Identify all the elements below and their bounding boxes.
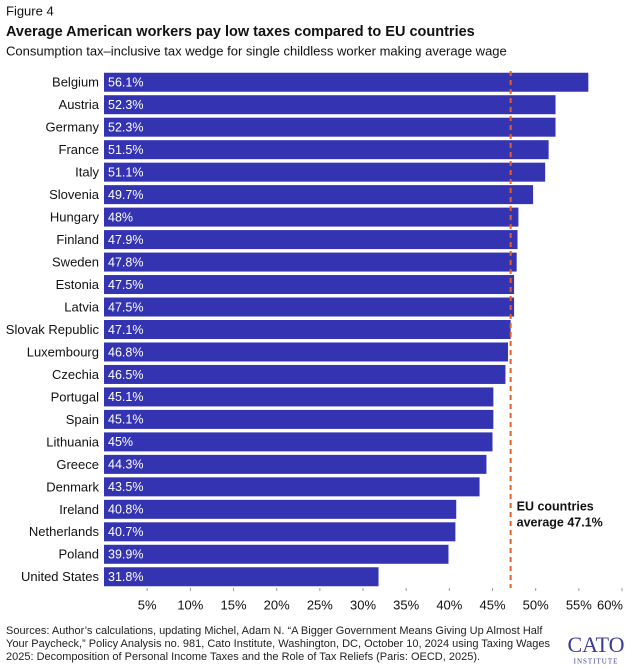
value-label: 52.3% <box>108 98 143 112</box>
source-note: Your Paycheck,” Policy Analysis no. 981,… <box>6 638 550 650</box>
bar <box>104 499 457 519</box>
value-label: 47.5% <box>108 278 143 292</box>
bar <box>104 117 556 137</box>
value-label: 51.5% <box>108 143 143 157</box>
category-label: Slovak Republic <box>6 322 100 337</box>
bar <box>104 522 456 542</box>
bar <box>104 454 487 474</box>
category-label: Austria <box>59 97 100 112</box>
value-label: 47.1% <box>108 323 143 337</box>
bar <box>104 544 449 564</box>
x-tick-label: 20% <box>264 597 290 612</box>
x-tick-label: 40% <box>436 597 462 612</box>
bar <box>104 432 493 452</box>
value-label: 39.9% <box>108 548 143 562</box>
category-label: Spain <box>66 412 99 427</box>
category-label: Latvia <box>64 299 99 314</box>
bar <box>104 477 480 497</box>
bar <box>104 297 515 317</box>
bar <box>104 342 509 362</box>
value-label: 43.5% <box>108 480 143 494</box>
value-label: 45.1% <box>108 413 143 427</box>
bar <box>104 185 534 205</box>
value-label: 40.8% <box>108 503 143 517</box>
category-label: Denmark <box>46 479 99 494</box>
bar <box>104 364 506 384</box>
category-label: Germany <box>46 120 100 135</box>
x-tick-label: 15% <box>220 597 246 612</box>
x-tick-label: 5% <box>138 597 157 612</box>
x-tick-label: 10% <box>177 597 203 612</box>
value-label: 48% <box>108 210 133 224</box>
category-label: United States <box>21 569 100 584</box>
value-label: 44.3% <box>108 458 143 472</box>
reference-annotation: EU countries <box>517 499 594 513</box>
bar <box>104 275 515 295</box>
value-label: 47.5% <box>108 300 143 314</box>
source-note: Sources: Author’s calculations, updating… <box>6 625 543 637</box>
category-label: Hungary <box>50 210 100 225</box>
x-tick-label: 50% <box>523 597 549 612</box>
x-tick-label: 35% <box>393 597 419 612</box>
value-label: 47.9% <box>108 233 143 247</box>
x-tick-label: 30% <box>350 597 376 612</box>
chart-subtitle: Consumption tax–inclusive tax wedge for … <box>6 43 507 58</box>
category-label: Italy <box>75 165 99 180</box>
reference-annotation: average 47.1% <box>517 515 603 529</box>
category-label: Sweden <box>52 255 99 270</box>
bar <box>104 567 379 587</box>
source-note: 2025: Decomposition of Personal Income T… <box>6 651 480 663</box>
x-tick-label: 60% <box>597 597 623 612</box>
bar <box>104 72 589 92</box>
x-tick-label: 45% <box>479 597 505 612</box>
value-label: 47.8% <box>108 255 143 269</box>
x-tick-label: 55% <box>566 597 592 612</box>
figure-label: Figure 4 <box>6 3 54 18</box>
bar <box>104 252 517 272</box>
value-label: 45.1% <box>108 390 143 404</box>
value-label: 46.8% <box>108 345 143 359</box>
bar <box>104 387 494 407</box>
value-label: 31.8% <box>108 570 143 584</box>
bar <box>104 320 511 339</box>
category-label: Belgium <box>52 75 99 90</box>
category-label: Portugal <box>51 389 100 404</box>
x-tick-label: 25% <box>307 597 333 612</box>
value-label: 56.1% <box>108 76 143 90</box>
value-label: 45% <box>108 435 133 449</box>
logo-text: CATO <box>567 632 624 657</box>
bar <box>104 140 549 160</box>
value-label: 49.7% <box>108 188 143 202</box>
category-label: France <box>59 142 99 157</box>
value-label: 46.5% <box>108 368 143 382</box>
category-label: Luxembourg <box>27 344 99 359</box>
category-label: Finland <box>56 232 99 247</box>
value-label: 52.3% <box>108 120 143 134</box>
category-label: Netherlands <box>29 524 100 539</box>
value-label: 51.1% <box>108 165 143 179</box>
value-label: 40.7% <box>108 525 143 539</box>
category-label: Estonia <box>56 277 100 292</box>
category-label: Slovenia <box>49 187 100 202</box>
category-label: Lithuania <box>46 434 100 449</box>
category-label: Czechia <box>52 367 100 382</box>
logo-subtext: INSTITUTE <box>574 658 619 666</box>
category-label: Ireland <box>59 502 99 517</box>
chart-title: Average American workers pay low taxes c… <box>6 24 475 40</box>
bar <box>104 409 494 429</box>
bar <box>104 162 546 182</box>
bar <box>104 95 556 115</box>
bar <box>104 230 518 250</box>
category-label: Poland <box>59 547 99 562</box>
bar <box>104 207 519 227</box>
category-label: Greece <box>56 457 99 472</box>
